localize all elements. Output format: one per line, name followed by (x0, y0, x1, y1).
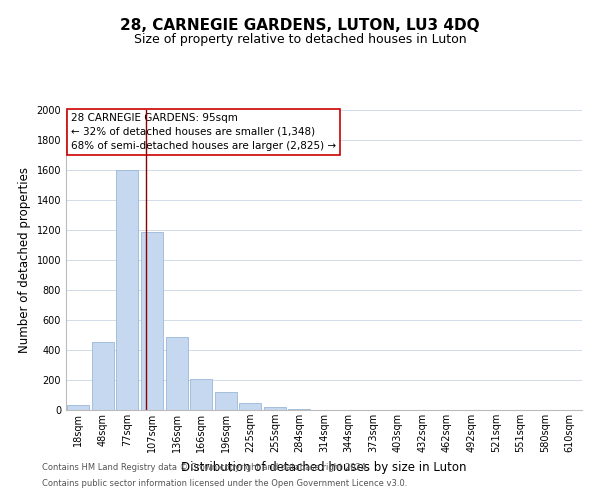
Bar (215, 392, 237, 410)
X-axis label: Distribution of detached houses by size in Luton: Distribution of detached houses by size … (181, 460, 467, 473)
Bar (264, 407, 286, 410)
Text: Size of property relative to detached houses in Luton: Size of property relative to detached ho… (134, 32, 466, 46)
Bar (289, 409, 310, 410)
Bar (166, 336, 188, 410)
Text: Contains public sector information licensed under the Open Government Licence v3: Contains public sector information licen… (42, 478, 407, 488)
Text: 28 CARNEGIE GARDENS: 95sqm
← 32% of detached houses are smaller (1,348)
68% of s: 28 CARNEGIE GARDENS: 95sqm ← 32% of deta… (71, 113, 336, 151)
Text: 28, CARNEGIE GARDENS, LUTON, LU3 4DQ: 28, CARNEGIE GARDENS, LUTON, LU3 4DQ (120, 18, 480, 32)
Text: Contains HM Land Registry data © Crown copyright and database right 2024.: Contains HM Land Registry data © Crown c… (42, 464, 368, 472)
Y-axis label: Number of detached properties: Number of detached properties (18, 167, 31, 353)
Bar (116, 170, 139, 410)
Bar (239, 403, 262, 410)
Bar (141, 232, 163, 410)
Bar (190, 378, 212, 410)
Bar (92, 342, 114, 410)
Bar (67, 405, 89, 410)
